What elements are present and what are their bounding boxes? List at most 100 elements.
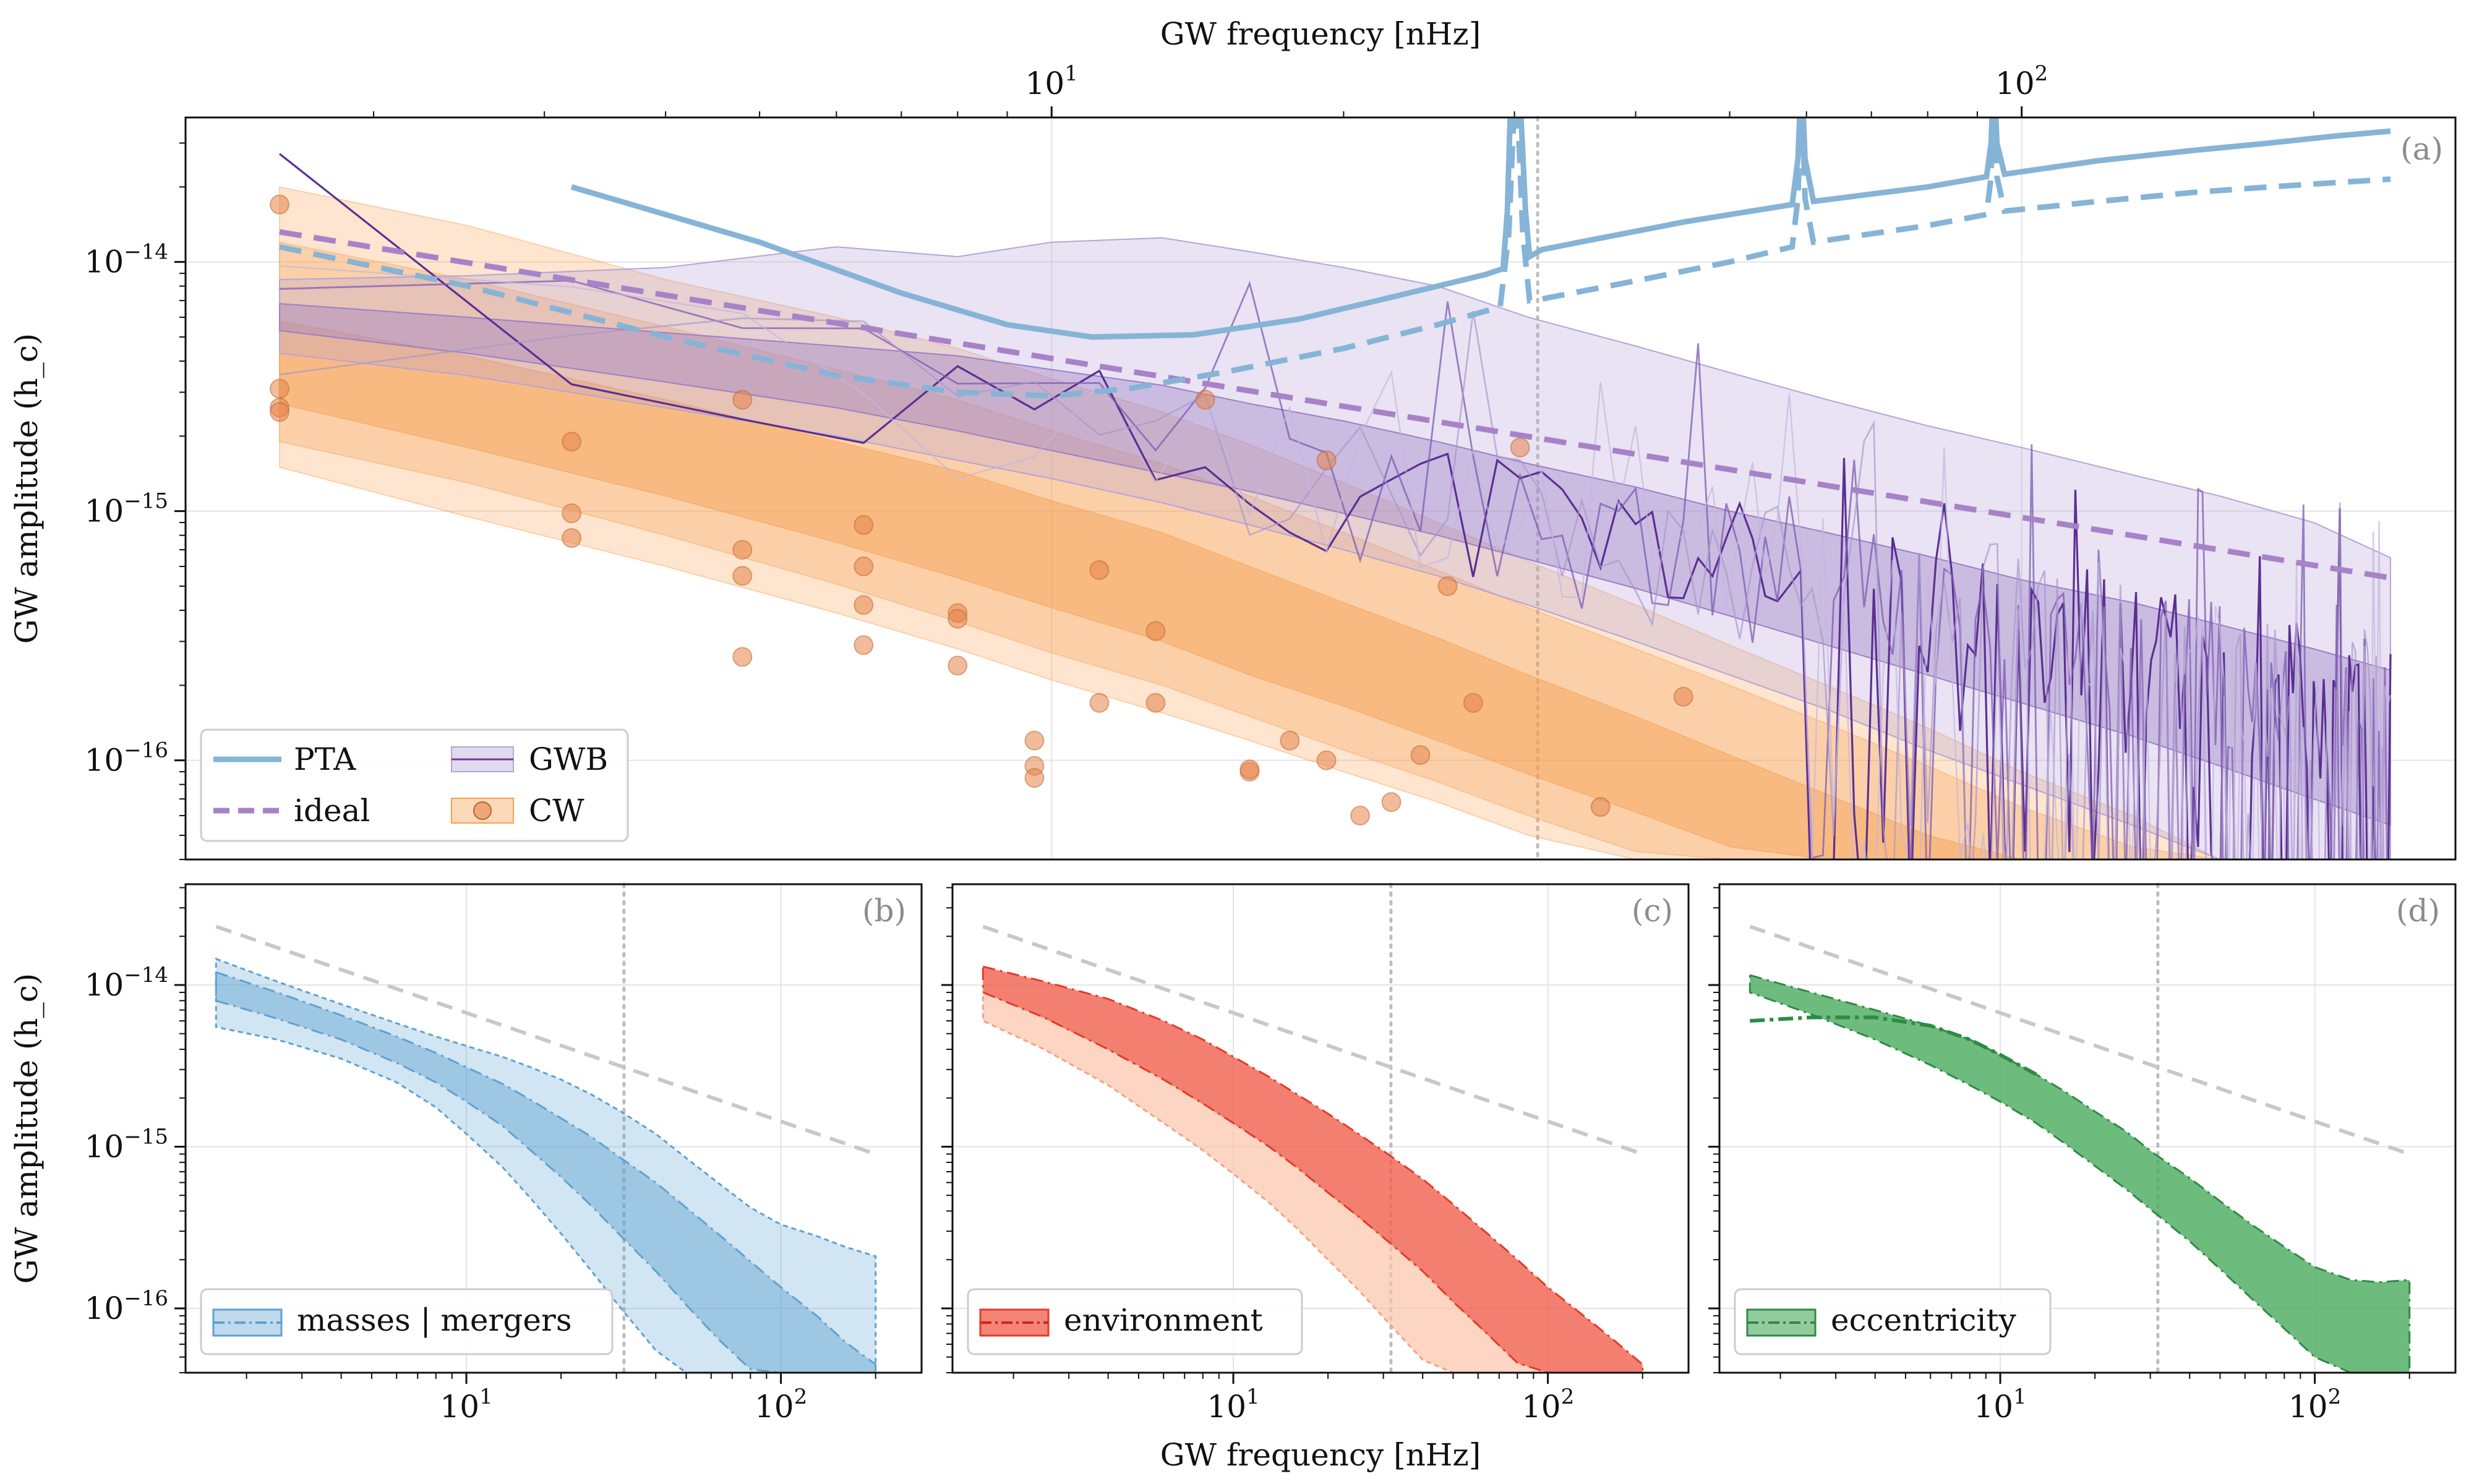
pta-ideal-line <box>279 117 2391 399</box>
y-tick-label: 10−15 <box>85 1124 168 1164</box>
cw-point <box>854 515 874 535</box>
cw-point <box>732 390 753 410</box>
gwb-realization-line <box>279 265 2392 859</box>
cw-point <box>732 566 753 586</box>
cw-point <box>732 647 753 667</box>
cw-point <box>1024 768 1045 788</box>
cw-point <box>562 503 582 524</box>
legend-label-eccentricity: eccentricity <box>1831 1302 2016 1338</box>
cw-point <box>1145 621 1166 641</box>
legend-label-masses-mergers: masses | mergers <box>297 1302 571 1338</box>
panel-d-legend-box <box>1734 1288 2052 1355</box>
cw-band-inner <box>279 320 2391 859</box>
x-tick-label: 101 <box>1207 1384 1259 1425</box>
x-tick-label: 102 <box>755 1384 807 1425</box>
cw-point <box>562 528 582 548</box>
panel-d-plot <box>1748 924 2411 1373</box>
panel-axes: 101 102 <box>1708 882 2455 1425</box>
legend-handle-cw-point <box>473 801 492 820</box>
cw-point <box>948 608 968 629</box>
cw-point <box>854 595 874 615</box>
reference-line <box>982 924 1643 1156</box>
y-tick-label: 10−16 <box>85 738 168 778</box>
cw-band-mid <box>279 241 2391 859</box>
cw-point <box>269 194 289 215</box>
cw-point <box>1280 730 1300 751</box>
legend-label-ideal: ideal <box>294 793 370 829</box>
legend-label-pta: PTA <box>294 741 356 777</box>
environment-band <box>982 965 1644 1373</box>
cw-point <box>1673 686 1693 707</box>
pta-line <box>570 117 2391 340</box>
panel-c-legend: environment <box>967 1288 1303 1355</box>
bottom-x-axis-label: GW frequency [nHz] <box>1160 1437 1481 1473</box>
panel-a-y-axis-label: GW amplitude (h_c) <box>9 333 45 644</box>
gwb-realization-line <box>279 310 2385 859</box>
y-tick-label: 10−16 <box>85 1286 168 1326</box>
panel-c-tag: (c) <box>1632 893 1673 929</box>
panel-d-frame <box>1718 883 2457 1374</box>
ideal-line <box>279 229 2391 581</box>
x-tick-label: 102 <box>2288 1384 2341 1425</box>
legend-handle-eccentricity <box>1746 1308 1817 1337</box>
panel-b-frame <box>184 883 923 1374</box>
y-tick-label: 10−14 <box>85 240 168 280</box>
masses-band-outer <box>215 957 877 1373</box>
x-tick-label: 102 <box>1995 61 2048 101</box>
x-tick-label: 101 <box>1974 1384 2026 1425</box>
cw-point <box>948 655 968 676</box>
x-tick-label: 101 <box>1025 61 1078 101</box>
legend-label-environment: environment <box>1064 1302 1263 1338</box>
panel-a-frame <box>184 116 2457 861</box>
cw-point <box>732 540 753 560</box>
cw-point <box>269 402 289 422</box>
panel-d-legend: eccentricity <box>1734 1288 2052 1355</box>
gwb-band-outer <box>279 237 2391 859</box>
y-tick-label: 10−15 <box>85 489 168 529</box>
legend-handle-masses <box>212 1308 283 1337</box>
cw-point <box>854 556 874 577</box>
x-tick-label: 102 <box>1522 1384 1574 1425</box>
cw-point <box>1316 450 1337 471</box>
cw-point <box>854 635 874 655</box>
panel-b-tag: (b) <box>862 893 906 929</box>
panel-c-plot <box>982 924 1644 1373</box>
gwb-realization-line <box>279 279 2388 859</box>
cw-point <box>1410 745 1431 765</box>
cw-point <box>1381 792 1402 812</box>
cw-point <box>1437 576 1458 596</box>
cw-point <box>1350 806 1371 826</box>
cw-point <box>1145 693 1166 713</box>
cw-point <box>1195 390 1215 410</box>
cw-point <box>1316 750 1337 770</box>
panel-axes: 101 102 10−14 10−15 10−16 <box>85 882 922 1425</box>
eccentricity-band <box>1748 974 2411 1373</box>
panel-b-y-axis-label: GW amplitude (h_c) <box>9 973 45 1284</box>
cw-point <box>1024 730 1045 751</box>
panel-c-legend-box <box>967 1288 1303 1355</box>
reference-line <box>1749 924 2410 1156</box>
legend-label-cw: CW <box>529 793 584 829</box>
gwb-realization-line <box>279 153 2392 859</box>
panel-a-legend-box <box>200 728 629 842</box>
eccentricity-low-line <box>1750 1015 2037 1077</box>
cw-point <box>269 378 289 399</box>
panel-b-legend: masses | mergers <box>200 1288 614 1355</box>
panel-a-tag: (a) <box>2400 131 2443 167</box>
cw-point <box>1089 560 1110 580</box>
panel-b-legend-box <box>200 1288 614 1355</box>
cw-point <box>562 432 582 452</box>
cw-point <box>1239 759 1260 780</box>
cw-point <box>1510 437 1530 458</box>
panel-a-plot <box>269 117 2392 859</box>
y-tick-label: 10−14 <box>85 963 168 1003</box>
panel-c-frame <box>951 883 1690 1374</box>
top-x-axis-label: GW frequency [nHz] <box>1160 16 1481 52</box>
legend-label-gwb: GWB <box>529 741 608 777</box>
cw-point <box>1463 693 1483 713</box>
panel-d-tag: (d) <box>2396 893 2440 929</box>
x-tick-label: 101 <box>440 1384 492 1425</box>
gwb-band-inner <box>279 303 2391 826</box>
reference-line <box>215 924 876 1156</box>
